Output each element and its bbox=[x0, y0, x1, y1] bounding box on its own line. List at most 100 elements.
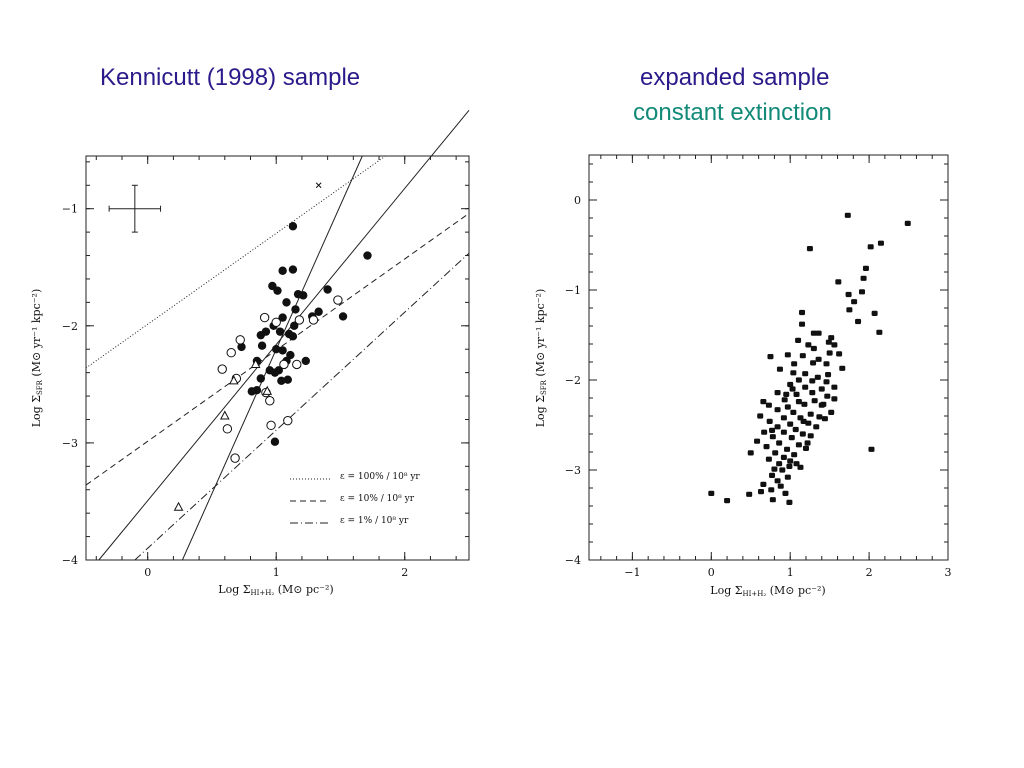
reference-line-dotted bbox=[85, 155, 386, 369]
data-point-filled-square bbox=[810, 360, 817, 366]
data-point-filled-square bbox=[780, 429, 787, 435]
data-point-filled-circle bbox=[338, 312, 348, 321]
x-tick-label: 1 bbox=[787, 566, 794, 579]
data-point-filled-square bbox=[776, 461, 783, 467]
data-point-filled-square bbox=[831, 384, 838, 390]
data-point-filled-square bbox=[867, 244, 874, 250]
data-point-filled-square bbox=[724, 498, 731, 504]
data-point-filled-circle bbox=[256, 330, 265, 340]
data-point-filled-square bbox=[831, 342, 838, 348]
data-point-filled-square bbox=[784, 474, 791, 480]
data-point-filled-square bbox=[779, 467, 786, 473]
data-point-filled-square bbox=[772, 450, 779, 456]
data-point-open-circle bbox=[271, 317, 281, 327]
data-point-filled-circle bbox=[299, 291, 308, 300]
left-chart-title: Kennicutt (1998) sample bbox=[100, 64, 361, 91]
data-point-filled-square bbox=[860, 275, 867, 281]
x-tick-label: 2 bbox=[401, 566, 408, 579]
data-point-filled-square bbox=[818, 386, 825, 392]
y-tick-label: −1 bbox=[62, 203, 78, 216]
data-point-filled-square bbox=[791, 361, 798, 367]
data-point-filled-square bbox=[799, 309, 806, 316]
x-tick-label: 2 bbox=[866, 566, 873, 579]
data-point-open-triangle bbox=[250, 358, 261, 368]
data-point-filled-square bbox=[802, 384, 809, 390]
data-point-open-circle bbox=[279, 359, 289, 370]
data-point-filled-square bbox=[904, 220, 911, 226]
data-point-open-circle bbox=[283, 415, 293, 426]
data-point-filled-square bbox=[793, 391, 800, 397]
data-point-filled-square bbox=[781, 397, 788, 403]
right-plot-frame bbox=[588, 154, 949, 561]
data-point-filled-square bbox=[836, 351, 843, 357]
data-point-filled-square bbox=[805, 342, 812, 348]
data-point-filled-square bbox=[786, 463, 793, 469]
y-tick-label: −1 bbox=[565, 284, 581, 297]
data-point-filled-square bbox=[801, 401, 808, 407]
data-point-filled-circle bbox=[363, 251, 372, 260]
x-tick-label: 3 bbox=[945, 566, 952, 579]
y-tick-label: −4 bbox=[62, 554, 78, 567]
data-point-filled-square bbox=[815, 356, 822, 362]
data-point-filled-square bbox=[760, 481, 767, 487]
data-point-open-circle bbox=[294, 315, 305, 325]
data-point-open-triangle bbox=[173, 501, 184, 511]
data-point-open-circle bbox=[266, 420, 276, 431]
data-point-filled-square bbox=[851, 299, 858, 305]
data-point-filled-square bbox=[805, 420, 812, 426]
reference-line-solid bbox=[181, 155, 363, 561]
data-point-filled-square bbox=[765, 402, 772, 408]
data-point-filled-square bbox=[763, 444, 770, 450]
data-point-filled-circle bbox=[288, 222, 298, 231]
data-point-filled-circle bbox=[301, 356, 310, 366]
data-point-filled-square bbox=[799, 353, 806, 359]
data-point-filled-square bbox=[768, 487, 775, 493]
data-point-filled-circle bbox=[283, 375, 292, 384]
data-point-filled-square bbox=[821, 416, 828, 422]
data-point-open-circle bbox=[230, 453, 240, 463]
data-point-filled-circle bbox=[275, 327, 285, 336]
data-point-filled-square bbox=[802, 371, 809, 377]
reference-line-solid bbox=[98, 110, 470, 561]
data-point-open-circle bbox=[235, 335, 245, 345]
data-point-open-circle bbox=[259, 312, 270, 323]
data-point-filled-square bbox=[825, 339, 832, 345]
data-point-filled-square bbox=[767, 354, 774, 360]
data-point-filled-square bbox=[814, 374, 821, 380]
data-point-filled-square bbox=[862, 265, 869, 271]
x-tick-label: 0 bbox=[144, 566, 151, 579]
data-point-filled-square bbox=[784, 352, 791, 358]
data-point-filled-square bbox=[858, 289, 865, 295]
data-point-filled-square bbox=[758, 489, 765, 495]
data-point-filled-circle bbox=[270, 368, 280, 377]
data-point-filled-circle bbox=[278, 346, 287, 355]
data-point-open-triangle bbox=[228, 375, 239, 385]
data-point-filled-square bbox=[810, 330, 817, 336]
left-x-axis-label: Log ΣHI+H₂ (M⊙ pc⁻²) bbox=[218, 583, 333, 597]
right-y-axis-label: Log ΣSFR (M⊙ yr⁻¹ kpc⁻²) bbox=[534, 289, 548, 428]
data-point-filled-square bbox=[776, 366, 783, 372]
data-point-filled-circle bbox=[256, 374, 265, 383]
data-point-filled-square bbox=[799, 431, 806, 437]
data-point-filled-square bbox=[769, 434, 776, 440]
data-point-filled-square bbox=[826, 350, 833, 356]
right-chart-subtitle: constant extinction bbox=[633, 99, 832, 126]
data-point-filled-square bbox=[787, 458, 794, 464]
data-point-filled-square bbox=[825, 372, 832, 378]
data-point-filled-square bbox=[816, 414, 823, 420]
data-point-filled-square bbox=[811, 398, 818, 404]
data-point-filled-square bbox=[823, 361, 830, 367]
data-point-filled-square bbox=[789, 386, 796, 392]
data-point-filled-circle bbox=[247, 387, 256, 396]
data-point-filled-square bbox=[791, 452, 798, 458]
data-point-open-circle bbox=[222, 424, 233, 434]
data-point-filled-square bbox=[766, 418, 773, 424]
data-point-filled-square bbox=[780, 415, 787, 421]
data-point-filled-square bbox=[746, 491, 753, 497]
legend-label: ε = 10% / 10⁸ yr bbox=[340, 494, 414, 504]
data-point-filled-square bbox=[777, 483, 784, 489]
data-point-filled-square bbox=[806, 246, 813, 252]
data-point-filled-circle bbox=[257, 341, 267, 350]
